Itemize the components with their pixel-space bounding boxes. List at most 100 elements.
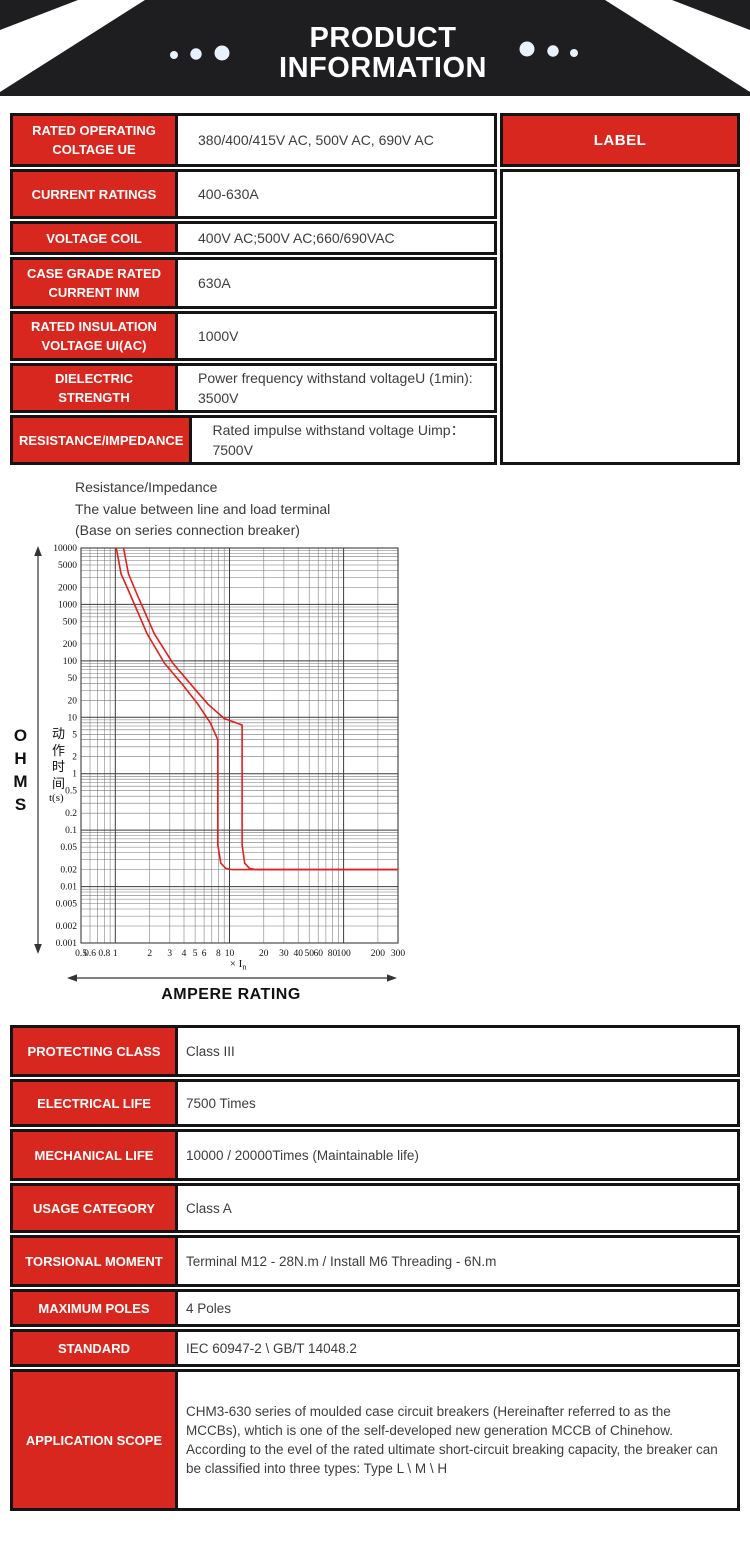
table-row: VOLTAGE COIL 400V AC;500V AC;660/690VAC (10, 221, 497, 255)
svg-text:2: 2 (72, 753, 77, 763)
svg-text:0.005: 0.005 (56, 900, 78, 910)
table-row: RATED INSULATION VOLTAGE UI(AC) 1000V (10, 311, 497, 361)
svg-text:0.5: 0.5 (65, 787, 77, 797)
table-row: CASE GRADE RATED CURRENT INM 630A (10, 257, 497, 309)
row-value: CHM3-630 series of moulded case circuit … (186, 1404, 718, 1476)
svg-text:10: 10 (68, 713, 78, 723)
svg-text:200: 200 (63, 640, 78, 650)
row-value: 10000 / 20000Times (Maintainable life) (186, 1147, 419, 1163)
row-value: 630A (198, 275, 231, 291)
svg-text:10000: 10000 (53, 544, 77, 554)
table-row: MAXIMUM POLES 4 Poles (10, 1289, 740, 1327)
row-value: Terminal M12 - 28N.m / Install M6 Thread… (186, 1253, 497, 1269)
svg-text:500: 500 (63, 617, 78, 627)
label-column-header: LABEL (500, 113, 740, 167)
row-value: 380/400/415V AC, 500V AC, 690V AC (198, 132, 434, 148)
row-label: RESISTANCE/IMPEDANCE (13, 418, 193, 462)
svg-text:0.01: 0.01 (60, 883, 77, 893)
chart-caption-line: Resistance/Impedance (75, 479, 218, 495)
svg-text:5: 5 (193, 949, 198, 959)
label-column-empty-cell (500, 169, 740, 465)
ohms-axis-label: OHMS (13, 726, 28, 814)
table-row: CURRENT RATINGS 400-630A (10, 169, 497, 219)
svg-text:1: 1 (113, 949, 118, 959)
decorative-dot (214, 45, 230, 61)
svg-text:20: 20 (259, 949, 269, 959)
row-value: 400V AC;500V AC;660/690VAC (198, 230, 395, 246)
svg-text:0.001: 0.001 (56, 939, 78, 949)
y-axis-unit-label: t(s) (49, 792, 64, 804)
table-row: DIELECTRIC STRENGTH Power frequency with… (10, 363, 497, 413)
svg-text:40: 40 (293, 949, 303, 959)
svg-text:0.02: 0.02 (60, 866, 77, 876)
spec-table: RATED OPERATING COLTAGE UE 380/400/415V … (10, 113, 497, 467)
svg-text:100: 100 (336, 949, 351, 959)
svg-text:0.2: 0.2 (65, 809, 77, 819)
table-row: STANDARD IEC 60947-2 \ GB/T 14048.2 (10, 1329, 740, 1367)
table-row: USAGE CATEGORY Class A (10, 1183, 740, 1233)
banner-background (0, 0, 750, 96)
decorative-dot (570, 49, 578, 57)
svg-text:1000: 1000 (58, 600, 77, 610)
row-value: 7500 Times (186, 1095, 256, 1111)
row-label: RATED INSULATION VOLTAGE UI(AC) (13, 314, 178, 358)
svg-text:3: 3 (167, 949, 172, 959)
row-label: APPLICATION SCOPE (13, 1372, 178, 1508)
row-label: RATED OPERATING COLTAGE UE (13, 116, 178, 164)
table-row: PROTECTING CLASS Class III (10, 1025, 740, 1077)
svg-text:0.05: 0.05 (60, 843, 77, 853)
row-value: IEC 60947-2 \ GB/T 14048.2 (186, 1340, 357, 1356)
header-banner: PRODUCT INFORMATION (0, 0, 750, 96)
decorative-dot (170, 51, 178, 59)
page-title: PRODUCT INFORMATION (279, 22, 487, 84)
table-row: RATED OPERATING COLTAGE UE 380/400/415V … (10, 113, 497, 167)
diagonal-stripe-left (0, 0, 145, 92)
row-value: Rated impulse withstand voltage Uimp： 75… (212, 422, 465, 458)
svg-text:5000: 5000 (58, 561, 77, 571)
row-value: 4 Poles (186, 1300, 232, 1316)
row-label: MECHANICAL LIFE (13, 1132, 178, 1178)
row-label: DIELECTRIC STRENGTH (13, 366, 178, 410)
svg-text:0.1: 0.1 (65, 826, 77, 836)
table-row: APPLICATION SCOPE CHM3-630 series of mou… (10, 1369, 740, 1511)
svg-text:10: 10 (225, 949, 235, 959)
decorative-dot (519, 41, 535, 57)
chart-caption: Resistance/Impedance The value between l… (75, 477, 330, 542)
table-row: ELECTRICAL LIFE 7500 Times (10, 1079, 740, 1127)
decorative-dot (190, 48, 202, 60)
chart-caption-line: The value between line and load terminal (75, 500, 331, 517)
trip-curve-chart-svg: 100005000200010005002001005020105210.50.… (34, 544, 405, 982)
row-value: Power frequency withstand voltageU (1min… (198, 370, 473, 406)
svg-text:4: 4 (182, 949, 187, 959)
svg-text:20: 20 (68, 696, 78, 706)
svg-text:80: 80 (328, 949, 338, 959)
trip-curve-chart: 10000 5000 2000 1000 500 200 100 50 20 10 5 2 1 0.5 0.… (0, 543, 460, 1013)
svg-text:2000: 2000 (58, 583, 77, 593)
row-value: Class III (186, 1043, 235, 1059)
row-label: CASE GRADE RATED CURRENT INM (13, 260, 178, 306)
svg-text:100: 100 (63, 657, 78, 667)
svg-text:0.6: 0.6 (84, 949, 96, 959)
row-label: ELECTRICAL LIFE (13, 1082, 178, 1124)
diagonal-stripe-right (605, 0, 750, 92)
row-label: CURRENT RATINGS (13, 172, 178, 216)
row-label: STANDARD (13, 1332, 178, 1364)
svg-text:60: 60 (313, 949, 323, 959)
table-row: TORSIONAL MOMENT Terminal M12 - 28N.m / … (10, 1235, 740, 1287)
chart-caption-line: (Base on series connection breaker) (75, 522, 300, 538)
svg-text:6: 6 (202, 949, 207, 959)
detail-table: PROTECTING CLASS Class III ELECTRICAL LI… (10, 1025, 740, 1513)
svg-text:× In: × In (230, 958, 247, 972)
row-value: 400-630A (198, 186, 259, 202)
row-label: MAXIMUM POLES (13, 1292, 178, 1324)
svg-text:0.5: 0.5 (75, 949, 87, 959)
svg-text:0.8: 0.8 (98, 949, 110, 959)
row-value: Class A (186, 1200, 232, 1216)
decorative-dot (547, 45, 559, 57)
svg-text:30: 30 (279, 949, 289, 959)
svg-text:50: 50 (304, 949, 314, 959)
table-row: RESISTANCE/IMPEDANCE Rated impulse withs… (10, 415, 497, 465)
svg-text:200: 200 (371, 949, 386, 959)
row-label: VOLTAGE COIL (13, 224, 178, 252)
